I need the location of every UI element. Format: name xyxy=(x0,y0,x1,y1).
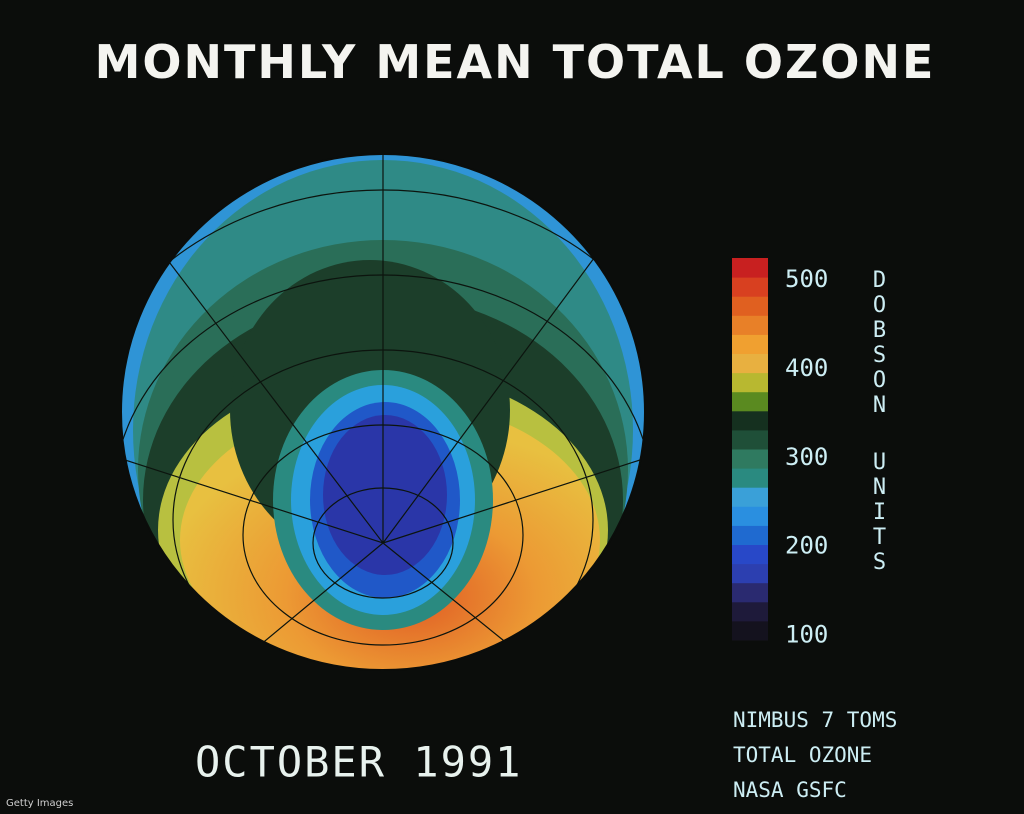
color-band xyxy=(732,620,768,641)
color-band xyxy=(732,334,768,354)
colorbar-tick-label: 500 xyxy=(785,265,828,293)
globe xyxy=(121,154,645,670)
color-band xyxy=(732,277,768,297)
color-band xyxy=(732,372,768,393)
unit-label: UNITS xyxy=(867,450,892,575)
color-band xyxy=(732,449,768,469)
date: OCTOBER 1991 xyxy=(195,738,522,787)
color-band xyxy=(732,582,768,603)
watermark: Getty Images xyxy=(6,798,73,809)
colorbar-tick-label: 300 xyxy=(785,443,828,471)
color-band xyxy=(732,429,768,450)
color-band xyxy=(732,315,768,335)
credits: NIMBUS 7 TOMS TOTAL OZONE NASA GSFC xyxy=(733,708,897,802)
credit-line: TOTAL OZONE xyxy=(733,743,872,767)
color-band xyxy=(732,601,768,622)
color-band xyxy=(732,563,768,584)
color-band xyxy=(732,410,768,431)
color-band xyxy=(732,525,768,545)
color-band xyxy=(732,544,768,565)
color-band xyxy=(732,468,768,488)
credit-line: NASA GSFC xyxy=(733,778,847,802)
color-band xyxy=(732,353,768,374)
credit-line: NIMBUS 7 TOMS xyxy=(733,708,897,732)
colorbar-tick-label: 200 xyxy=(785,532,828,560)
unit-label: DOBSON xyxy=(867,268,892,418)
color-band xyxy=(732,296,768,316)
colorbar: 100 200 300 400 500 xyxy=(732,258,828,649)
color-band xyxy=(732,258,768,278)
title: MONTHLY MEAN TOTAL OZONE xyxy=(95,35,936,89)
colorbar-tick-label: 400 xyxy=(785,354,828,382)
color-band xyxy=(732,506,768,526)
colorbar-tick-label: 100 xyxy=(785,621,828,649)
color-band xyxy=(732,487,768,507)
color-band xyxy=(732,391,768,412)
